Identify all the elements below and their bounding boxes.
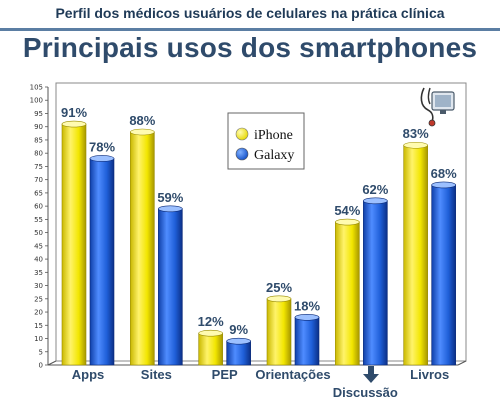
- value-label-iphone: 83%: [403, 126, 429, 141]
- value-label-iphone: 91%: [61, 105, 87, 120]
- y-tick-label: 65: [34, 189, 43, 197]
- header-divider: [0, 28, 500, 31]
- stethoscope-monitor-icon: [420, 87, 455, 127]
- category-label: Discussão: [333, 385, 398, 400]
- bar-cap-iphone: [130, 128, 155, 136]
- bar-chart: 0 5 10 15 20 25 30 35 40 45 50 55 60 65 70 75 80 85 90 95 10…: [30, 82, 467, 400]
- bar-cap-iphone: [266, 295, 292, 303]
- bar-cap-galaxy: [226, 337, 251, 345]
- bar-cap-galaxy: [294, 314, 320, 321]
- y-tick-label: 20: [34, 309, 43, 317]
- value-label-galaxy: 78%: [89, 139, 115, 154]
- bar-cap-galaxy: [158, 205, 183, 213]
- bar-galaxy: [89, 158, 115, 366]
- value-label-galaxy: 9%: [229, 322, 248, 337]
- category-label: Orientações: [255, 367, 330, 382]
- chart-bars: [61, 120, 456, 366]
- value-label-iphone: 54%: [334, 203, 360, 218]
- y-tick-label: 75: [34, 163, 43, 171]
- value-label-galaxy: 62%: [362, 182, 388, 197]
- bar-cap-iphone: [61, 120, 87, 128]
- y-tick-label: 25: [34, 295, 43, 303]
- bar-cap-galaxy: [89, 155, 115, 162]
- y-tick-label: 60: [34, 203, 43, 211]
- bar-iphone: [403, 144, 428, 366]
- bar-galaxy: [158, 208, 183, 366]
- bar-galaxy: [431, 184, 456, 366]
- legend-swatch-iphone: [235, 127, 249, 141]
- bar-iphone: [266, 298, 292, 366]
- axis-corner-right: [457, 360, 467, 366]
- y-tick-label: 80: [34, 150, 43, 158]
- bar-cap-iphone: [403, 141, 428, 149]
- y-tick-label: 10: [34, 335, 43, 343]
- y-tick-label: 15: [34, 322, 43, 330]
- y-tick-label: 70: [34, 176, 43, 184]
- down-arrow-icon: [363, 366, 379, 383]
- value-label-iphone: 12%: [198, 314, 224, 329]
- bar-galaxy: [363, 200, 388, 366]
- y-tick-label: 35: [34, 269, 43, 277]
- bar-cap-iphone: [335, 218, 360, 226]
- category-label: PEP: [212, 367, 238, 382]
- bar-cap-galaxy: [363, 197, 388, 205]
- y-tick-label: 55: [34, 216, 43, 224]
- legend-label-iphone: iPhone: [254, 128, 293, 143]
- chart-labels: 91% 78% Apps 88% 59% Sites 12% 9% PEP 25%18% Orien…: [61, 105, 457, 400]
- chart-legend: iPhone Galaxy: [227, 112, 305, 170]
- y-tick-label: 100: [30, 97, 43, 105]
- bar-galaxy: [226, 340, 251, 366]
- chart-title: Principais usos dos smartphones: [22, 32, 478, 63]
- category-label: Apps: [72, 367, 105, 382]
- y-tick-label: 85: [34, 136, 43, 144]
- value-label-galaxy: 18%: [294, 298, 320, 313]
- bar-galaxy: [294, 317, 320, 366]
- legend-label-galaxy: Galaxy: [254, 148, 294, 163]
- bar-iphone: [61, 123, 87, 366]
- y-tick-label: 105: [30, 84, 43, 92]
- y-tick-label: 90: [34, 123, 43, 131]
- axis-corner: [47, 360, 57, 366]
- y-tick-label: 5: [39, 348, 43, 356]
- y-tick-label: 50: [34, 229, 43, 237]
- y-tick-label: 40: [34, 256, 43, 264]
- category-label: Sites: [141, 367, 172, 382]
- bar-iphone: [335, 221, 360, 366]
- bar-cap-galaxy: [431, 181, 456, 189]
- legend-swatch-galaxy: [235, 147, 249, 161]
- value-label-galaxy: 68%: [431, 166, 457, 181]
- bar-cap-iphone: [198, 329, 223, 337]
- bar-iphone: [130, 131, 155, 366]
- y-tick-label: 45: [34, 242, 43, 250]
- y-tick-label: 30: [34, 282, 43, 290]
- chart-subtitle: Perfil dos médicos usuários de celulares…: [55, 5, 445, 21]
- category-label: Livros: [410, 367, 449, 382]
- bar-iphone: [198, 332, 223, 366]
- y-tick-label: 95: [34, 110, 43, 118]
- value-label-iphone: 25%: [266, 280, 292, 295]
- value-label-galaxy: 59%: [157, 190, 183, 205]
- y-tick-label: 0: [39, 362, 43, 370]
- value-label-iphone: 88%: [129, 113, 155, 128]
- header-bar: Perfil dos médicos usuários de celulares…: [0, 0, 500, 31]
